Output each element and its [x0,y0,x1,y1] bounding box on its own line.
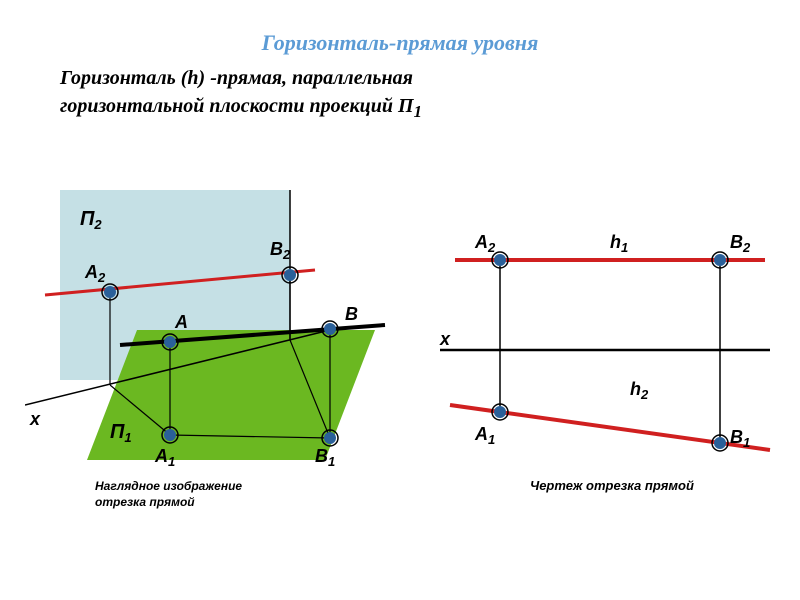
svg-text:A: A [174,312,188,332]
svg-text:A1: A1 [474,424,495,447]
svg-text:Наглядное изображение: Наглядное изображение [95,479,242,493]
svg-text:B1: B1 [730,427,750,450]
title-text: Горизонталь-прямая уровня [262,30,539,55]
svg-text:x: x [439,329,451,349]
definition-sub: 1 [414,102,422,121]
page-title: Горизонталь-прямая уровня [0,0,800,56]
svg-text:Чертеж отрезка прямой: Чертеж отрезка прямой [530,478,694,493]
definition: Горизонталь (h) -прямая, параллельная го… [0,56,800,123]
definition-line1: Горизонталь (h) -прямая, параллельная [60,67,413,89]
svg-text:x: x [29,409,41,429]
left-diagram: A2B2ABA1B1П2П1xНаглядное изображениеотре… [25,190,415,520]
svg-text:B: B [345,304,358,324]
svg-text:A2: A2 [474,232,496,255]
svg-text:отрезка прямой: отрезка прямой [95,495,195,509]
svg-text:B1: B1 [315,446,335,469]
svg-text:h1: h1 [610,232,628,255]
svg-text:h2: h2 [630,379,649,402]
right-diagram: A2 B2 A1 B1 h1 h2 x Чертеж отрезка прямой [435,200,780,500]
svg-text:B2: B2 [730,232,751,255]
definition-line2: горизонтальной плоскости проекций П [60,95,414,117]
